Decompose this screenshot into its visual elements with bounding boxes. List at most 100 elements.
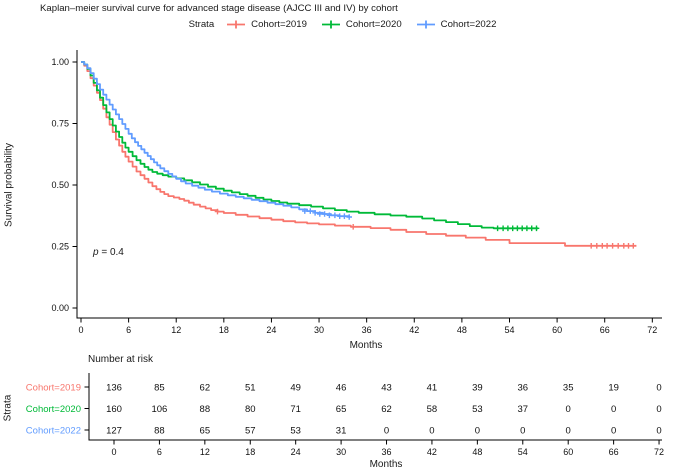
risk-row-label-cohort-2020: Cohort=2020	[26, 404, 81, 415]
risk-count: 53	[290, 426, 301, 437]
censor-mark-cohort-2019	[594, 243, 600, 249]
risk-count: 65	[336, 404, 347, 415]
x-axis-tick-label: 0	[78, 325, 83, 335]
censor-mark-cohort-2020	[519, 225, 525, 232]
risk-count: 57	[245, 426, 256, 437]
censor-mark-cohort-2019	[621, 243, 627, 249]
survival-curve-cohort-2022	[81, 61, 351, 218]
p-value-annotation: p = 0.4	[93, 247, 124, 258]
risk-count: 39	[472, 383, 483, 394]
risk-row-label-cohort-2022: Cohort=2022	[26, 426, 81, 437]
risk-count: 41	[427, 383, 438, 394]
legend-item-cohort-2019: Cohort=2019	[225, 19, 307, 30]
censor-mark-cohort-2020	[514, 225, 521, 232]
x-axis-tick-label: 12	[171, 325, 181, 335]
censor-mark-cohort-2022	[336, 213, 343, 219]
risk-count: 160	[106, 404, 122, 415]
censor-mark-cohort-2020	[494, 225, 501, 232]
censor-mark-cohort-2022	[317, 211, 323, 217]
survival-curve-cohort-2019	[81, 61, 637, 247]
risk-table-x-tick-label: 12	[200, 447, 210, 457]
x-axis-tick-label: 24	[266, 325, 276, 335]
censor-mark-cohort-2019	[588, 243, 594, 249]
legend-item-cohort-2020: Cohort=2020	[320, 19, 402, 30]
x-axis-tick-label: 54	[504, 325, 514, 335]
censor-mark-cohort-2019	[604, 243, 610, 249]
risk-count: 0	[656, 383, 661, 394]
risk-count: 136	[106, 383, 122, 394]
risk-table-x-tick-label: 66	[609, 447, 619, 457]
risk-count: 88	[154, 426, 165, 437]
censor-mark-cohort-2020	[533, 225, 540, 232]
risk-count: 35	[563, 383, 574, 394]
censor-mark-cohort-2022	[332, 212, 338, 219]
risk-table-axis-title: Strata	[2, 394, 14, 422]
censor-mark-cohort-2019	[625, 243, 632, 249]
risk-row-label-cohort-2019: Cohort=2019	[26, 383, 81, 394]
risk-count: 80	[245, 404, 256, 415]
legend-title: Strata	[188, 19, 215, 30]
risk-count: 88	[200, 404, 211, 415]
censor-mark-cohort-2020	[528, 225, 535, 232]
risk-table-x-tick-label: 18	[245, 447, 255, 457]
legend-label-cohort-2020: Cohort=2020	[345, 19, 402, 30]
risk-table-x-tick-label: 24	[291, 447, 301, 457]
legend-label-cohort-2019: Cohort=2019	[251, 19, 307, 30]
y-axis-tick-label: 1.00	[51, 57, 69, 67]
legend-key-cohort-2022-icon	[416, 20, 435, 29]
censor-mark-cohort-2019	[599, 243, 606, 249]
risk-count: 51	[245, 383, 256, 394]
risk-count: 53	[472, 404, 483, 415]
x-axis-tick-label: 60	[552, 325, 562, 335]
y-axis-tick-label: 0.75	[51, 119, 69, 129]
censor-mark-cohort-2019	[214, 208, 221, 215]
risk-count: 0	[475, 426, 480, 437]
censor-mark-cohort-2019	[630, 243, 637, 249]
x-axis-tick-label: 48	[457, 325, 467, 335]
risk-table-x-tick-label: 48	[472, 447, 482, 457]
risk-table-x-tick-label: 6	[157, 447, 162, 457]
risk-count: 19	[608, 383, 619, 394]
y-axis-tick-label: 0.50	[51, 180, 69, 190]
risk-count: 31	[336, 426, 347, 437]
risk-count: 37	[517, 404, 528, 415]
risk-count: 0	[566, 404, 571, 415]
risk-count: 46	[336, 383, 347, 394]
risk-count: 71	[290, 404, 301, 415]
risk-count: 0	[429, 426, 434, 437]
risk-count: 62	[200, 383, 211, 394]
x-axis-tick-label: 72	[647, 325, 657, 335]
risk-count: 36	[517, 383, 528, 394]
risk-table-x-tick-label: 36	[382, 447, 392, 457]
x-axis-tick-label: 30	[314, 325, 324, 335]
censor-mark-cohort-2022	[312, 210, 318, 216]
risk-count: 85	[154, 383, 165, 394]
risk-table-x-tick-label: 72	[654, 447, 664, 457]
risk-count: 58	[427, 404, 438, 415]
risk-count: 0	[611, 426, 616, 437]
chart-title: Kaplan–meier survival curve for advanced…	[40, 3, 398, 14]
censor-mark-cohort-2019	[609, 243, 616, 249]
risk-count: 0	[656, 426, 661, 437]
legend-key-cohort-2019-icon	[227, 20, 246, 29]
x-axis-tick-label: 42	[409, 325, 419, 335]
risk-count: 0	[384, 426, 389, 437]
p-value-symbol: p	[93, 247, 99, 258]
risk-count: 0	[520, 426, 525, 437]
risk-table-x-axis-title: Months	[369, 459, 403, 470]
censor-mark-cohort-2020	[524, 225, 530, 232]
risk-table-title: Number at risk	[88, 354, 154, 365]
censor-mark-cohort-2020	[500, 225, 506, 232]
censor-mark-cohort-2022	[321, 211, 328, 217]
x-axis-tick-label: 6	[126, 325, 131, 335]
p-value-text: = 0.4	[98, 247, 124, 258]
legend-label-cohort-2022: Cohort=2022	[440, 19, 497, 30]
risk-table-x-tick-label: 0	[111, 447, 116, 457]
censor-mark-cohort-2020	[505, 225, 511, 232]
x-axis-tick-label: 36	[362, 325, 372, 335]
x-axis-tick-label: 66	[600, 325, 610, 335]
censor-mark-cohort-2022	[307, 208, 314, 214]
censor-mark-cohort-2022	[341, 213, 348, 219]
